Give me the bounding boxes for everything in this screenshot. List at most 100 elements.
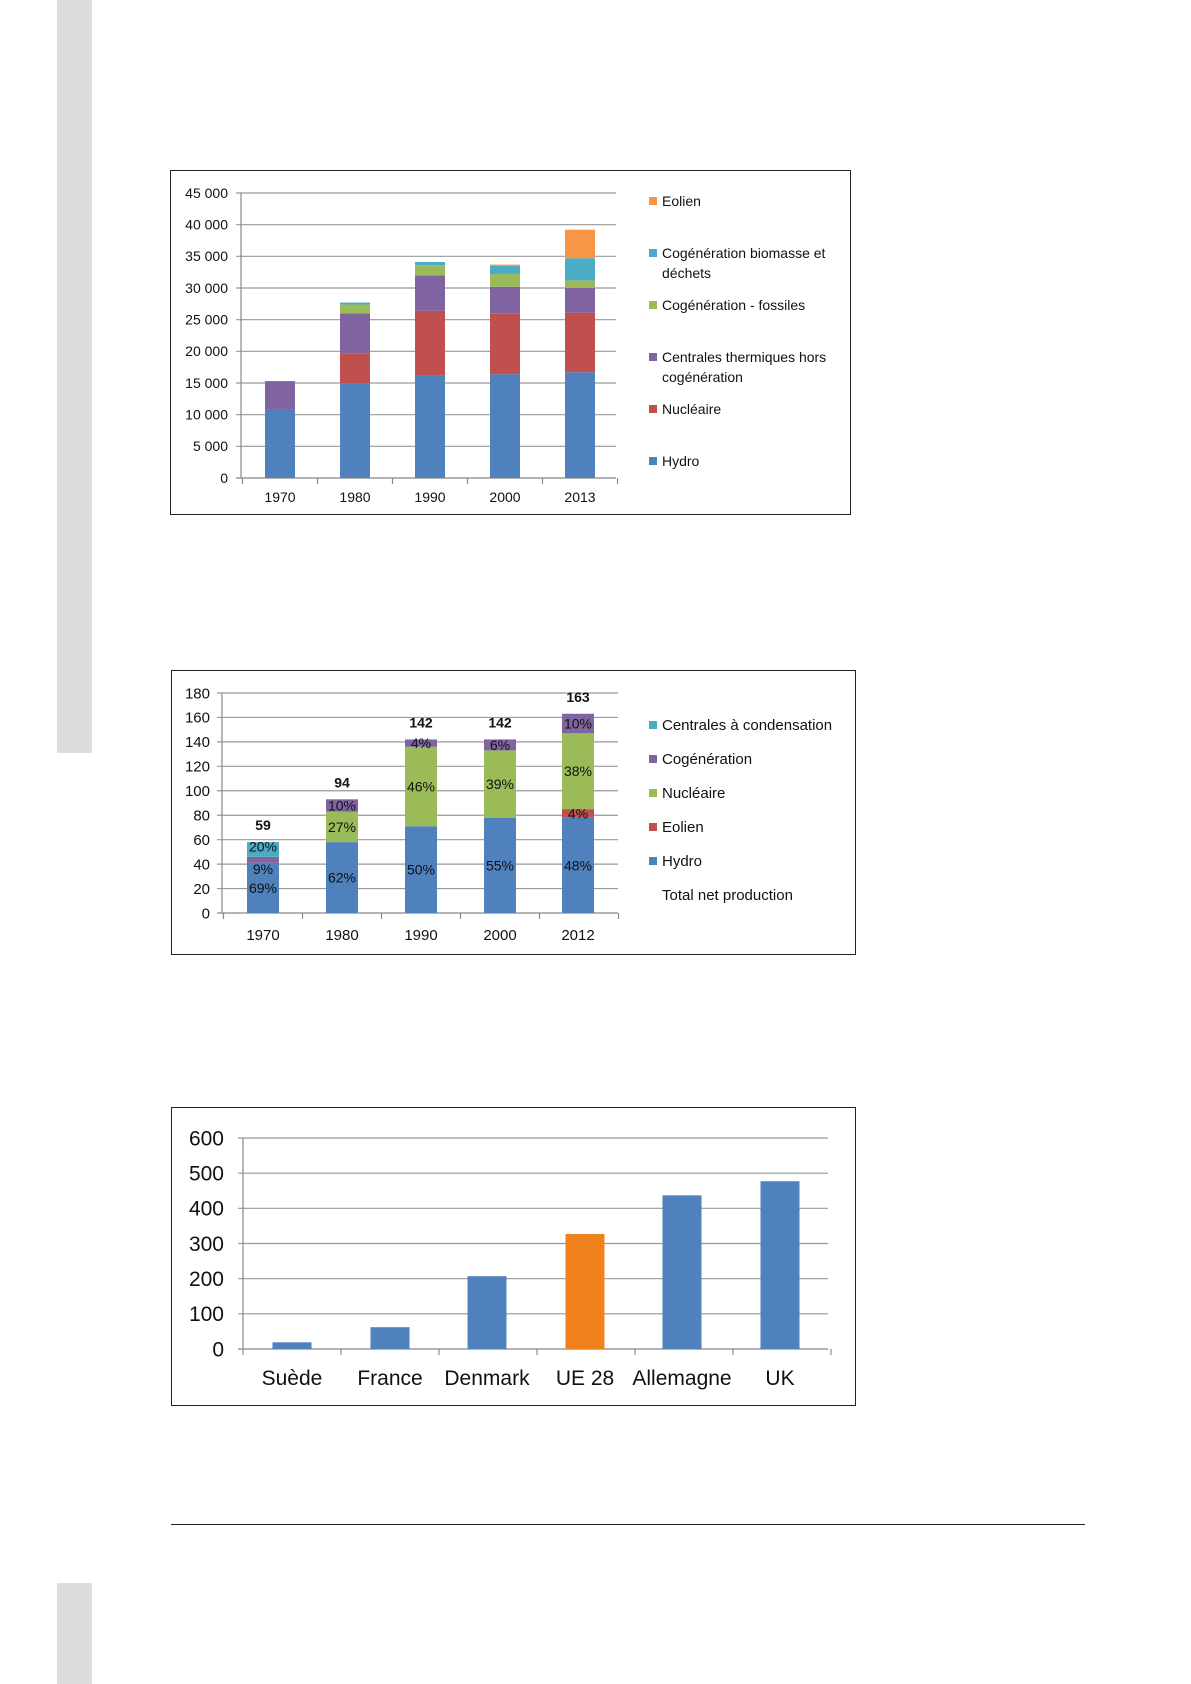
chart-3-x-tick-label: UK: [765, 1367, 794, 1390]
chart-2-legend-swatch: [649, 721, 657, 729]
chart-2-y-tick-label: 180: [185, 685, 210, 702]
chart-1-y-tick-label: 35 000: [185, 248, 228, 264]
page-margin-bar-bottom: [57, 1583, 92, 1684]
chart-1-bar-segment-cog-n-ration-fossiles: [490, 274, 520, 287]
chart-2-y-tick-label: 60: [193, 832, 210, 849]
chart-1-legend-swatch: [649, 249, 657, 257]
chart-2-bar-segment-cog-n-ration: [562, 713, 594, 734]
chart-1-bar-segment-cog-n-ration-fossiles: [340, 304, 370, 314]
chart-2-bar-segment-hydro: [405, 826, 437, 913]
chart-3-x-tick-label: Allemagne: [632, 1367, 731, 1390]
chart-2-legend-swatch: [649, 755, 657, 763]
chart-1-y-tick-label: 40 000: [185, 217, 228, 233]
chart-1-y-tick-label: 15 000: [185, 375, 228, 391]
chart-1-legend-swatch: [649, 457, 657, 465]
chart-1-y-tick-label: 20 000: [185, 343, 228, 359]
chart-1-bar-segment-hydro: [415, 375, 445, 478]
chart-2-total-label: 94: [334, 774, 350, 790]
chart-2-y-tick-label: 140: [185, 734, 210, 751]
chart-2-x-tick-label: 1980: [325, 927, 358, 944]
chart-2-total-label: 142: [409, 714, 433, 730]
chart-1-bar-segment-cog-n-ration-fossiles: [565, 280, 595, 288]
chart-2-total-label: 59: [255, 817, 271, 833]
chart-1-bar-segment-cog-n-ration-fossiles: [415, 265, 445, 276]
chart-1-frame: [170, 170, 851, 515]
chart-2-data-label: 4%: [568, 805, 588, 821]
chart-1-bar-segment-eolien: [565, 229, 595, 259]
chart-3-y-tick-label: 400: [189, 1198, 224, 1221]
chart-2-total-label: 163: [566, 689, 590, 705]
chart-2-y-tick-label: 160: [185, 710, 210, 727]
chart-1-legend-swatch: [649, 197, 657, 205]
chart-3-y-tick-label: 100: [189, 1303, 224, 1326]
chart-2-legend-label: Hydro: [662, 853, 702, 870]
chart-3-frame: [171, 1107, 856, 1406]
chart-2-bar-segment-hydro: [326, 842, 358, 913]
chart-1-bar-segment-centrales-thermiques-hors-cog-n-ration: [265, 381, 295, 409]
chart-2-data-label: 20%: [249, 838, 277, 854]
chart-1-bar-segment-hydro: [340, 383, 370, 478]
chart-1-x-tick-label: 2000: [489, 489, 520, 505]
chart-3-bar: [272, 1342, 312, 1349]
chart-1-y-tick-label: 45 000: [185, 185, 228, 201]
chart-2-y-tick-label: 100: [185, 783, 210, 800]
chart-1-y-tick-label: 25 000: [185, 312, 228, 328]
chart-2-frame: [171, 670, 856, 955]
chart-2-bar-segment-cog-n-ration: [247, 856, 279, 863]
chart-2-bar-segment-nucl-aire: [405, 746, 437, 827]
chart-2-bar-segment-nucl-aire: [484, 750, 516, 818]
chart-1-x-tick-label: 1970: [264, 489, 295, 505]
chart-2-data-label: 39%: [486, 776, 514, 792]
chart-1-bar-segment-centrales-thermiques-hors-cog-n-ration: [340, 313, 370, 354]
chart-2-bar-segment-hydro: [562, 817, 594, 913]
chart-2-legend-total-label: Total net production: [662, 887, 793, 904]
chart-2-data-label: 9%: [253, 861, 273, 877]
chart-1-legend-label: Nucléaire: [662, 401, 721, 417]
chart-2-legend-swatch: [649, 823, 657, 831]
page-margin-bar-top: [57, 0, 92, 753]
chart-1-bar-segment-eolien: [490, 264, 520, 266]
chart-2-bar-segment-cog-n-ration: [405, 739, 437, 747]
chart-1-bar-segment-nucl-aire: [490, 313, 520, 375]
chart-2-data-label: 27%: [328, 819, 356, 835]
chart-2-bar-segment-hydro: [484, 817, 516, 913]
chart-1-bar-segment-centrales-thermiques-hors-cog-n-ration: [490, 286, 520, 314]
chart-1-y-tick-label: 10 000: [185, 407, 228, 423]
chart-2-bar-segment-eolien: [562, 809, 594, 818]
chart-1-bar-segment-cog-n-ration-biomasse-et-d-chets: [490, 265, 520, 275]
chart-1-y-tick-label: 5 000: [193, 438, 228, 454]
chart-2-data-label: 38%: [564, 763, 592, 779]
chart-2-legend-swatch: [649, 857, 657, 865]
chart-1-y-tick-label: 30 000: [185, 280, 228, 296]
chart-1-legend-swatch: [649, 353, 657, 361]
chart-2-data-label: 50%: [407, 862, 435, 878]
chart-3-bar: [565, 1234, 605, 1349]
chart-3-x-tick-label: UE 28: [556, 1367, 614, 1390]
chart-2-legend-label: Cogénération: [662, 751, 752, 768]
chart-3-y-tick-label: 300: [189, 1233, 224, 1256]
chart-2-bar-segment-hydro: [247, 862, 279, 913]
chart-2-x-tick-label: 1990: [404, 927, 437, 944]
chart-2-legend-label: Centrales à condensation: [662, 717, 832, 734]
chart-1-bar-segment-centrales-thermiques-hors-cog-n-ration: [415, 275, 445, 311]
chart-1-bar-segment-nucl-aire: [565, 312, 595, 373]
chart-2-x-tick-label: 2000: [483, 927, 516, 944]
chart-1-bar-segment-hydro: [265, 408, 295, 478]
chart-3-bar: [662, 1195, 702, 1349]
chart-1-legend-label: Hydro: [662, 453, 700, 469]
chart-1-bar-segment-cog-n-ration-biomasse-et-d-chets: [415, 262, 445, 266]
chart-1-legend-label: cogénération: [662, 369, 743, 385]
chart-2-data-label: 4%: [411, 735, 431, 751]
chart-2-y-tick-label: 40: [193, 856, 210, 873]
chart-1-bar-segment-cog-n-ration-biomasse-et-d-chets: [340, 302, 370, 305]
chart-2-legend-swatch: [649, 789, 657, 797]
chart-1-x-tick-label: 1980: [339, 489, 370, 505]
chart-2-legend-label: Eolien: [662, 819, 704, 836]
chart-3-y-tick-label: 600: [189, 1127, 224, 1150]
chart-2-data-label: 10%: [564, 716, 592, 732]
chart-2-total-label: 142: [488, 714, 512, 730]
chart-1-bar-segment-centrales-thermiques-hors-cog-n-ration: [565, 288, 595, 313]
chart-2-y-tick-label: 0: [202, 905, 210, 922]
chart-2-data-label: 48%: [564, 857, 592, 873]
chart-1-x-tick-label: 1990: [414, 489, 445, 505]
